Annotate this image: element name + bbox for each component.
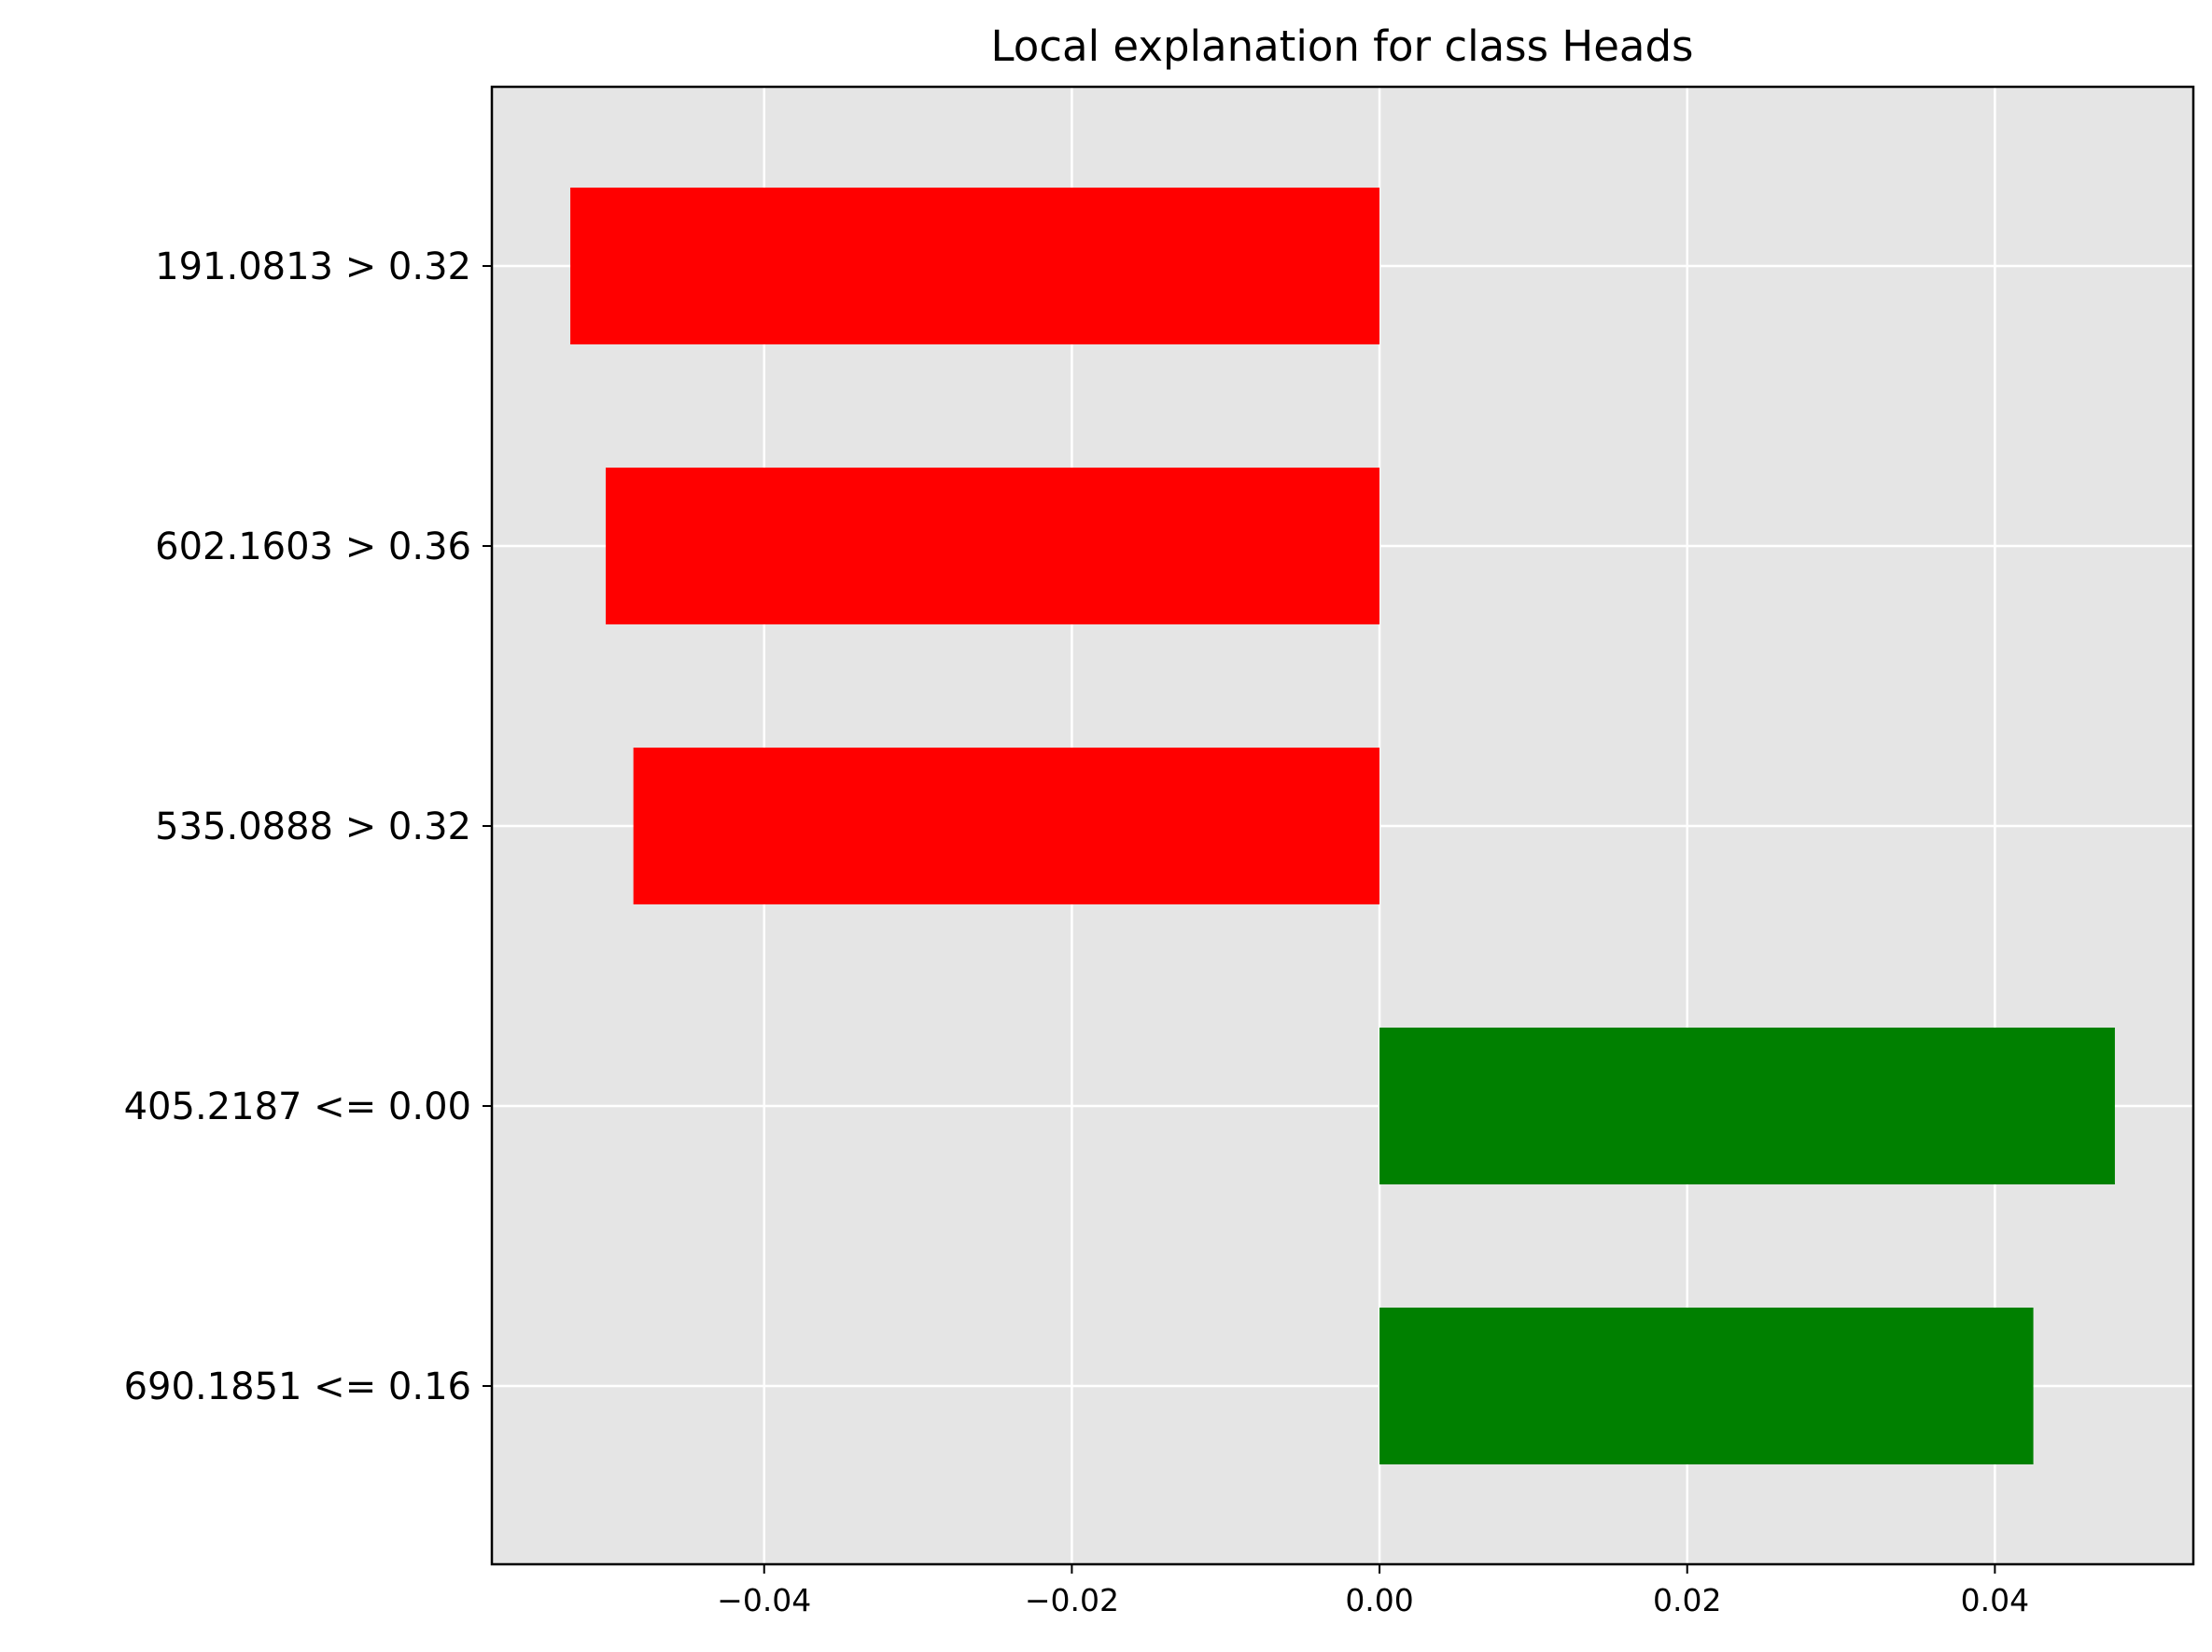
y-tick-label: 535.0888 > 0.32 [155, 805, 471, 848]
x-tick-label: 0.04 [1961, 1582, 2029, 1618]
x-tick-label: −0.02 [1025, 1582, 1119, 1618]
bar [1379, 1308, 2034, 1464]
y-tick-label: 602.1603 > 0.36 [155, 525, 471, 568]
bar [1379, 1028, 2115, 1184]
y-tick-label: 405.2187 <= 0.00 [124, 1085, 471, 1128]
x-tick-label: −0.04 [717, 1582, 811, 1618]
y-tick-label: 690.1851 <= 0.16 [124, 1365, 471, 1408]
chart-title: Local explanation for class Heads [990, 21, 1693, 71]
bars [570, 188, 2115, 1464]
y-axis: 191.0813 > 0.32 602.1603 > 0.36 535.0888 >… [124, 245, 492, 1408]
x-tick-label: 0.00 [1345, 1582, 1413, 1618]
y-tick-label: 191.0813 > 0.32 [155, 245, 471, 288]
bar [605, 468, 1380, 624]
bar [633, 748, 1380, 904]
x-axis: −0.04 −0.02 0.00 0.02 0.04 [717, 1564, 2029, 1618]
bar [570, 188, 1380, 344]
x-tick-label: 0.02 [1653, 1582, 1721, 1618]
